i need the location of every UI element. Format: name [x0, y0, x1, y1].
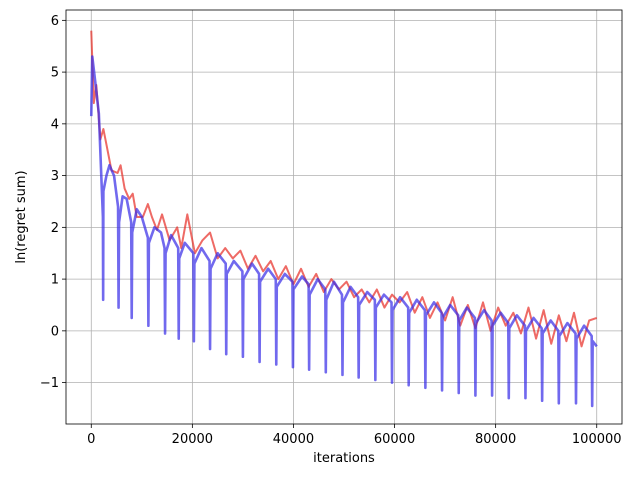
x-tick-label-1: 20000	[172, 432, 213, 447]
x-tick-label-4: 80000	[475, 432, 516, 447]
y-tick-label-4: 3	[51, 169, 59, 184]
x-tick-label-5: 100000	[572, 432, 622, 447]
y-tick-label-3: 2	[51, 221, 59, 236]
series-layer	[89, 30, 598, 408]
plot-frame	[65, 9, 623, 425]
y-axis-label: ln(regret sum)	[14, 170, 29, 263]
y-tick-label-7: 6	[51, 14, 59, 29]
y-tick-label-2: 1	[51, 273, 59, 288]
x-tick-label-2: 40000	[273, 432, 314, 447]
x-tick-label-3: 60000	[374, 432, 415, 447]
x-axis-label: iterations	[313, 451, 375, 466]
y-tick-label-6: 5	[51, 66, 59, 81]
y-tick-label-1: 0	[51, 324, 59, 339]
y-tick-label-5: 4	[51, 117, 59, 132]
grid	[66, 10, 622, 424]
y-tick-label-0: −1	[40, 376, 59, 391]
ticks: 0 20000 40000 60000 80000 100000 −1 0 1 2 3 4 5 6	[40, 14, 622, 447]
series-line-1	[89, 55, 598, 408]
x-tick-label-0: 0	[87, 432, 95, 447]
